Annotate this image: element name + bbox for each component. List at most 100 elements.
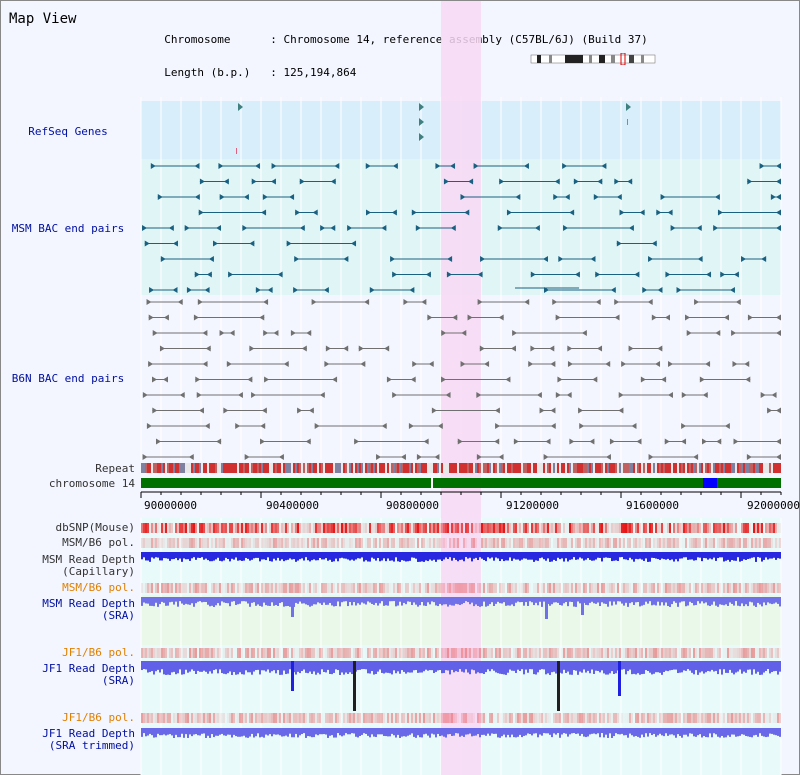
repeat-mark	[569, 463, 571, 473]
repeat-mark	[413, 463, 415, 473]
heat-mark	[367, 523, 369, 533]
depth-bar	[571, 597, 573, 603]
heat-mark	[253, 538, 255, 548]
depth-bar	[607, 552, 609, 558]
heat-mark	[659, 713, 661, 723]
depth-bar	[583, 597, 585, 603]
bac-end	[142, 392, 148, 398]
heat-mark	[583, 648, 585, 658]
depth-bar	[479, 597, 481, 607]
heat-mark	[635, 583, 637, 593]
heat-mark	[161, 713, 163, 723]
depth-bar	[371, 728, 373, 735]
repeat-mark	[405, 463, 407, 473]
depth-bar	[617, 552, 619, 561]
heat-mark	[231, 523, 233, 533]
heat-mark	[593, 523, 595, 533]
depth-bar	[611, 552, 613, 562]
heat-mark	[361, 583, 363, 593]
depth-bar	[747, 597, 749, 607]
heat-mark	[417, 538, 419, 548]
depth-bar	[551, 661, 553, 673]
bac-end	[697, 256, 703, 262]
heat-mark	[621, 538, 623, 548]
bac-end	[543, 454, 549, 460]
heat-mark	[375, 583, 377, 593]
heat-mark	[443, 523, 445, 533]
heat-mark	[515, 583, 517, 593]
depth-bar	[449, 728, 451, 735]
depth-bar	[371, 661, 373, 672]
heat-mark	[211, 538, 213, 548]
heat-mark	[473, 538, 475, 548]
heat-mark	[211, 523, 213, 533]
depth-bar	[203, 728, 205, 734]
heat-mark	[667, 538, 669, 548]
depth-bar	[501, 552, 503, 560]
heat-mark	[151, 713, 153, 723]
heat-mark	[229, 523, 231, 533]
depth-bar	[505, 661, 507, 675]
repeat-mark	[317, 463, 319, 473]
coverage-label: Read coverage check span	[151, 132, 310, 145]
heat-mark	[775, 648, 777, 658]
depth-bar	[759, 661, 761, 675]
heat-mark	[731, 583, 733, 593]
heat-mark	[297, 583, 299, 593]
depth-bar	[575, 661, 577, 671]
repeat-mark	[297, 463, 299, 473]
depth-bar	[359, 661, 361, 670]
depth-bar	[319, 661, 321, 675]
depth-bar	[213, 552, 215, 561]
bac-end	[664, 438, 670, 445]
depth-bar	[333, 597, 335, 607]
depth-bar	[601, 661, 603, 671]
chromosome-ideogram[interactable]	[529, 53, 657, 65]
depth-bar	[233, 661, 235, 673]
depth-bar	[723, 597, 725, 606]
depth-bar	[179, 552, 181, 559]
depth-bar	[535, 597, 537, 603]
depth-bar	[209, 597, 211, 607]
heat-mark	[377, 648, 379, 658]
heat-mark	[553, 583, 555, 593]
depth-bar	[451, 552, 453, 561]
bac-end	[495, 423, 501, 429]
depth-bar	[775, 728, 777, 736]
depth-bar	[187, 728, 189, 738]
bac-end	[443, 178, 449, 185]
heat-mark	[203, 648, 205, 658]
bac-end	[204, 287, 210, 293]
chromosome-row: Chromosome : Chromosome 14, reference as…	[164, 33, 648, 46]
repeat-mark	[169, 463, 171, 473]
heat-mark	[491, 648, 493, 658]
depth-bar	[373, 597, 375, 605]
depth-bar	[647, 552, 649, 562]
heat-mark	[183, 538, 185, 548]
heat-mark	[353, 583, 355, 593]
heat-mark	[661, 713, 663, 723]
heat-mark	[173, 523, 175, 533]
depth-bar	[729, 552, 731, 562]
depth-bar	[425, 661, 427, 670]
depth-bar	[765, 728, 767, 738]
heat-mark	[377, 523, 379, 533]
depth-bar	[737, 728, 739, 737]
repeat-mark	[293, 463, 295, 473]
depth-bar	[737, 552, 739, 558]
heat-mark	[679, 523, 681, 533]
heat-mark	[443, 713, 445, 723]
depth-bar	[191, 597, 193, 604]
depth-bar	[691, 728, 693, 734]
depth-bar	[319, 552, 321, 559]
heat-mark	[213, 538, 215, 548]
heat-mark	[499, 713, 501, 723]
depth-bar	[555, 552, 557, 561]
depth-bar	[637, 552, 639, 560]
bac-end	[642, 287, 648, 293]
heat-mark	[461, 583, 463, 593]
heat-mark	[563, 648, 565, 658]
heat-mark	[225, 648, 227, 658]
heat-mark	[517, 523, 519, 533]
depth-bar	[291, 661, 293, 671]
